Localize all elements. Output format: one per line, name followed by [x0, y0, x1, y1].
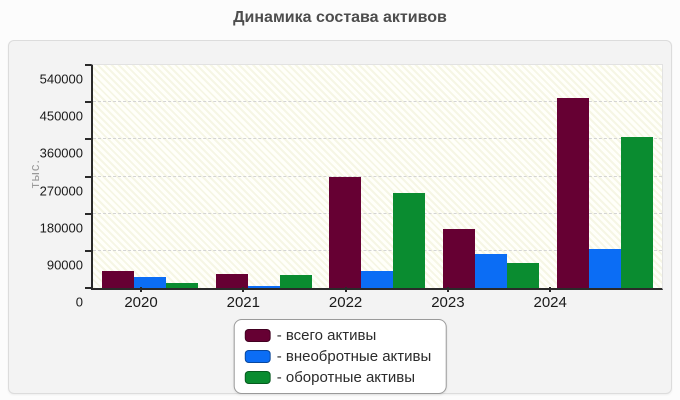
bar-оборотные-активы-2021 — [279, 275, 312, 288]
bar-group-2023 — [434, 65, 548, 288]
y-tick-label-90000: 90000 — [46, 257, 83, 273]
x-tick-label-2024: 2024 — [533, 294, 567, 311]
bar-внеобротные-активы-2024 — [589, 248, 622, 288]
gridline-270000 — [93, 175, 662, 177]
bar-group-2020 — [93, 65, 207, 288]
x-tick-label-2020: 2020 — [124, 294, 158, 311]
x-tick-mark-2020 — [140, 287, 142, 292]
bar-внеобротные-активы-2021 — [247, 286, 280, 288]
bar-оборотные-активы-2022 — [393, 193, 426, 288]
gridline-180000 — [93, 212, 662, 214]
x-tick-mark-2022 — [344, 287, 347, 292]
y-tick-label-360000: 360000 — [39, 145, 83, 161]
bar-всего-активы-2021 — [215, 274, 248, 288]
chart-title: Динамика состава активов — [233, 9, 447, 26]
x-tick-label-2021: 2021 — [226, 294, 260, 311]
y-tick-label-450000: 450000 — [39, 108, 83, 124]
gridline-90000 — [93, 249, 662, 251]
y-tick-mark — [85, 287, 91, 289]
y-tick-label-270000: 270000 — [39, 183, 83, 198]
bar-group-2024 — [548, 65, 662, 288]
x-tick-mark-2024 — [549, 287, 552, 292]
legend-swatch-icon — [244, 371, 271, 384]
x-tick-label-2022: 2022 — [328, 294, 363, 311]
legend-item-всего-активы: - всего активы — [244, 327, 432, 344]
legend: - всего активы - внеобротные активы - обор… — [233, 319, 447, 394]
legend-label: - оборотные активы — [276, 369, 416, 386]
gridline-450000 — [93, 101, 662, 103]
chart-panel: тыс. 2020 2021 2022 2023 2024 - всего активы… — [8, 40, 672, 394]
bar-group-2022 — [321, 65, 435, 288]
y-tick-mark — [85, 175, 91, 178]
y-tick-mark — [85, 249, 91, 252]
legend-label: - всего активы — [276, 327, 377, 344]
legend-swatch-icon — [244, 350, 271, 363]
bar-всего-активы-2024 — [557, 98, 590, 288]
y-tick-mark — [85, 138, 91, 141]
bar-внеобротные-активы-2020 — [133, 276, 166, 288]
x-tick-label-2023: 2023 — [431, 294, 465, 311]
bar-внеобротные-активы-2023 — [475, 254, 508, 288]
legend-item-оборотные-активы: - оборотные активы — [244, 369, 432, 386]
x-axis: 2020 2021 2022 2023 2024 — [91, 287, 660, 313]
gridline-360000 — [93, 138, 662, 140]
y-tick-label-0: 0 — [75, 294, 83, 310]
bar-всего-активы-2023 — [443, 229, 476, 288]
x-tick-mark-2021 — [242, 287, 245, 292]
bar-оборотные-активы-2023 — [507, 263, 540, 288]
y-tick-mark — [85, 212, 91, 215]
legend-item-внеобротные-активы: - внеобротные активы — [244, 348, 432, 365]
plot-area — [91, 64, 663, 290]
bar-оборотные-активы-2024 — [621, 137, 654, 288]
bar-оборотные-активы-2020 — [165, 282, 198, 288]
bar-group-2021 — [207, 65, 321, 288]
y-tick-label-180000: 180000 — [39, 220, 83, 236]
y-tick-mark — [85, 101, 91, 104]
bar-всего-активы-2022 — [329, 176, 362, 288]
x-tick-mark-2023 — [446, 287, 449, 292]
bar-внеобротные-активы-2022 — [361, 271, 394, 288]
bar-всего-активы-2020 — [101, 271, 134, 288]
legend-label: - внеобротные активы — [276, 348, 432, 365]
y-tick-mark — [85, 64, 91, 66]
legend-swatch-icon — [244, 329, 271, 342]
y-tick-label-540000: 540000 — [39, 71, 83, 87]
